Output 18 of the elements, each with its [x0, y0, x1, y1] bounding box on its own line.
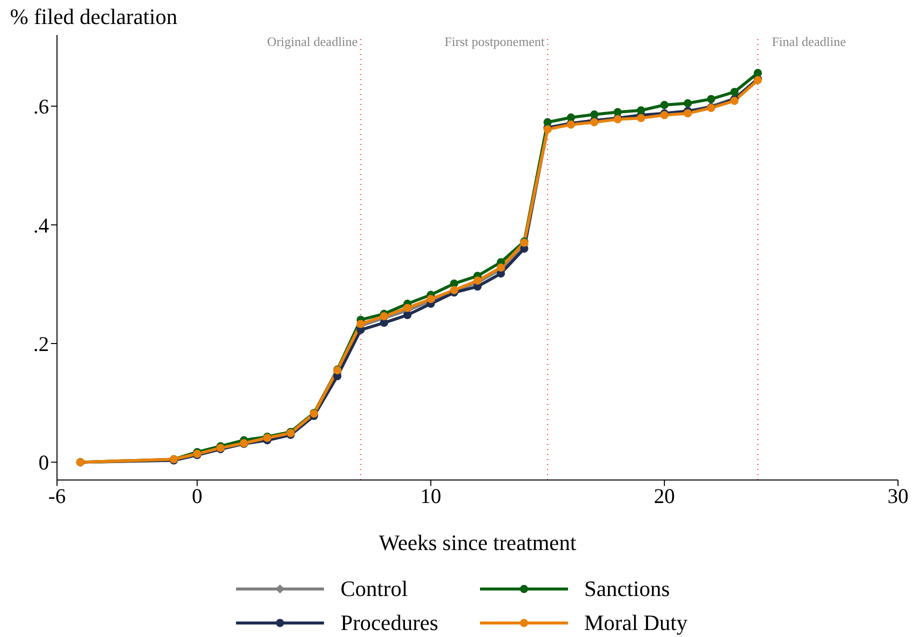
ref-line-label: Final deadline — [772, 34, 846, 49]
legend-label: Control — [340, 576, 408, 602]
y-tick-label: .2 — [33, 332, 49, 356]
ref-line-label: Original deadline — [267, 34, 358, 49]
x-tick-label: 0 — [192, 484, 202, 508]
y-tick-label: 0 — [38, 450, 49, 475]
legend-label: Moral Duty — [584, 610, 688, 636]
legend-label: Procedures — [340, 610, 438, 636]
y-tick-label: .6 — [33, 94, 49, 119]
y-axis-title: % filed declaration — [10, 4, 178, 30]
ref-line-label: First postponement — [444, 34, 545, 49]
y-tick-label: .4 — [33, 213, 50, 238]
legend-label: Sanctions — [584, 576, 670, 602]
x-axis-title: Weeks since treatment — [378, 530, 576, 555]
x-tick-label: 10 — [420, 484, 442, 508]
x-tick-label: 20 — [654, 484, 675, 508]
x-tick-label: 30 — [888, 484, 908, 508]
x-tick-label: -6 — [48, 484, 66, 508]
